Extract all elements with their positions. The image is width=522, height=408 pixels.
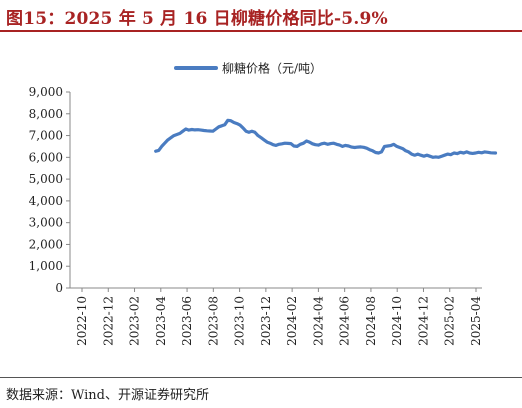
y-axis: 0 1,000 2,000 3,000 4,000 5,000 6,000 7,000 8,00… [29, 85, 71, 295]
x-tick-label: 2023-04 [154, 296, 168, 346]
x-tick-label: 2025-02 [443, 296, 457, 346]
x-tick-label: 2023-06 [180, 296, 194, 346]
y-tick-label: 3,000 [29, 216, 63, 230]
y-tick-label: 5,000 [29, 172, 63, 186]
y-tick-label: 2,000 [29, 237, 63, 251]
plot-area [154, 118, 498, 159]
y-tick-label: 6,000 [29, 150, 63, 164]
x-tick-label: 2024-10 [390, 296, 404, 346]
x-tick-label: 2024-08 [364, 296, 378, 346]
data-source-note: 数据来源：Wind、开源证券研究所 [6, 388, 209, 403]
chart-legend: 柳糖价格（元/吨） [174, 61, 322, 76]
x-tick-label: 2024-06 [338, 296, 352, 346]
y-tick-label: 1,000 [29, 259, 63, 273]
figure-title: 图15：2025 年 5 月 16 日柳糖价格同比-5.9% [6, 9, 388, 29]
series-line [154, 118, 498, 159]
price-line-chart: 柳糖价格（元/吨） 0 1,000 2,000 3,000 4,000 5,000 6,00… [29, 61, 498, 346]
y-tick-label: 0 [55, 281, 63, 295]
x-tick-label: 2023-10 [233, 296, 247, 346]
x-tick-label: 2024-04 [311, 296, 325, 346]
y-tick-label: 7,000 [29, 129, 63, 143]
x-axis: 2022-10 2022-12 2023-02 2023-04 2023-06 2023-… [70, 287, 483, 346]
x-tick-label: 2023-02 [128, 296, 142, 346]
x-tick-label: 2023-08 [206, 296, 220, 346]
x-tick-label: 2024-12 [416, 296, 430, 346]
x-tick-label: 2022-12 [101, 296, 115, 346]
y-tick-label: 8,000 [29, 107, 63, 121]
legend-label: 柳糖价格（元/吨） [222, 61, 322, 76]
y-tick-label: 9,000 [29, 85, 63, 99]
x-tick-label: 2025-04 [469, 296, 483, 346]
footer-rule [0, 377, 522, 378]
figure-header: 图15：2025 年 5 月 16 日柳糖价格同比-5.9% [0, 0, 522, 30]
x-tick-label: 2024-02 [285, 296, 299, 346]
y-tick-label: 4,000 [29, 194, 63, 208]
x-tick-label: 2022-10 [75, 296, 89, 346]
x-tick-label: 2023-12 [259, 296, 273, 346]
title-rule [0, 30, 522, 32]
